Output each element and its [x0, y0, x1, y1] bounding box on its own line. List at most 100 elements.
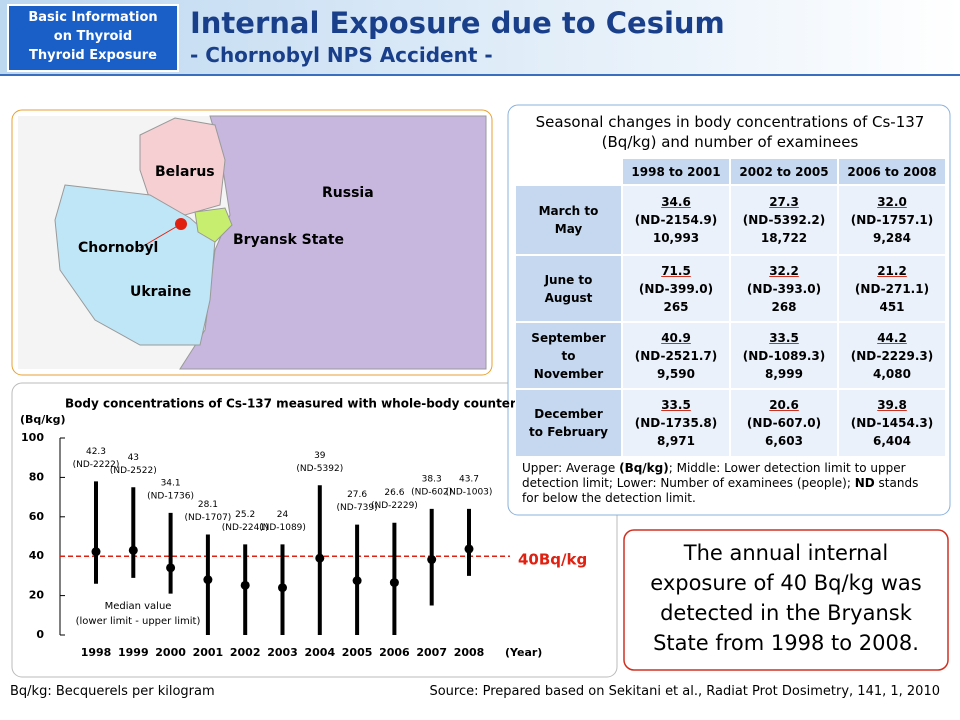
- y-tick-label: 60: [29, 510, 45, 523]
- x-tick-label: 2007: [416, 646, 447, 659]
- range: (ND-1735.8): [634, 416, 718, 430]
- footer-right: Source: Prepared based on Sekitani et al…: [429, 684, 940, 699]
- median-dot: [427, 555, 437, 565]
- range: (ND-2229.3): [850, 348, 934, 363]
- chornobyl-dot: [175, 218, 187, 230]
- map-label: Bryansk State: [233, 232, 344, 248]
- examinees: 6,404: [873, 434, 911, 448]
- range: (ND-2154.9): [634, 213, 718, 227]
- title: Internal Exposure due to Cesium: [190, 6, 725, 40]
- row-header: March to May: [515, 185, 622, 255]
- examinees: 268: [771, 299, 797, 314]
- value-label: 39: [314, 451, 326, 461]
- note-part: (Bq/kg): [619, 461, 669, 475]
- y-tick-label: 100: [21, 431, 44, 444]
- table-cell: 34.6 (ND-2154.9) 10,993: [622, 185, 730, 255]
- table-cell: 20.6 (ND-607.0) 6,603: [730, 389, 838, 457]
- nd-label: (ND-1003): [446, 487, 493, 497]
- value-label: 34.1: [161, 478, 181, 488]
- x-tick-label: 2005: [342, 646, 373, 659]
- range: (ND-1454.3): [850, 416, 934, 430]
- map-label: Ukraine: [130, 284, 191, 300]
- x-tick-label: 1998: [81, 646, 112, 659]
- y-axis-label: (Bq/kg): [20, 413, 66, 426]
- average: 27.3: [769, 195, 799, 209]
- value-label: 43: [128, 453, 139, 463]
- row-header: September to November: [515, 322, 622, 389]
- x-tick-label: 2004: [304, 646, 335, 659]
- table-title: Seasonal changes in body concentrations …: [535, 113, 925, 151]
- median-dot: [128, 545, 138, 555]
- range: (ND-5392.2): [742, 213, 826, 227]
- examinees: 265: [663, 299, 689, 314]
- badge: [7, 4, 179, 72]
- average: 32.0: [877, 195, 907, 209]
- median-dot: [166, 563, 176, 573]
- legend-note: Median value: [105, 601, 172, 612]
- bryansk: [194, 207, 233, 243]
- ukraine: [54, 184, 216, 346]
- x-tick-label: 2000: [155, 646, 186, 659]
- value-label: 25.2: [235, 510, 255, 520]
- table-cell: 39.8 (ND-1454.3) 6,404: [838, 389, 946, 457]
- badge-text: Basic Information on Thyroid Thyroid Exp…: [8, 8, 178, 65]
- median-dot: [91, 547, 101, 557]
- badge-line: on Thyroid: [53, 29, 133, 44]
- examinees: 10,993: [652, 231, 700, 245]
- average: 32.2: [769, 263, 799, 278]
- nd-label: (ND-739): [337, 503, 378, 513]
- map-label: Chornobyl: [78, 240, 158, 256]
- range: (ND-271.1): [854, 281, 930, 296]
- x-tick-label: 2008: [454, 646, 485, 659]
- x-tick-label: 2003: [267, 646, 298, 659]
- nd-label: (ND-602): [411, 487, 452, 497]
- nd-label: (ND-1089): [259, 523, 306, 533]
- median-dot: [352, 576, 362, 586]
- y-tick-label: 80: [29, 470, 45, 483]
- average: 40.9: [661, 330, 691, 345]
- note-part: ND: [854, 476, 875, 490]
- column-header: 2002 to 2005: [730, 158, 838, 185]
- x-tick-label: 1999: [118, 646, 149, 659]
- average: 71.5: [661, 263, 691, 278]
- chart: Body concentrations of Cs-137 measured w…: [20, 397, 587, 660]
- average: 33.5: [661, 398, 691, 412]
- callout-frame: [623, 529, 949, 671]
- value-label: 24: [277, 510, 289, 520]
- map-label: Belarus: [155, 164, 215, 180]
- table-cell: 32.2 (ND-393.0) 268: [730, 255, 838, 322]
- column-header: 2006 to 2008: [838, 158, 946, 185]
- average: 34.6: [661, 195, 691, 209]
- range: (ND-1757.1): [850, 213, 934, 227]
- footer-left: Bq/kg: Becquerels per kilogram: [10, 684, 215, 699]
- nd-label: (ND-1707): [184, 513, 231, 523]
- x-axis-label: (Year): [505, 646, 542, 659]
- chart-title: Body concentrations of Cs-137 measured w…: [65, 397, 523, 411]
- x-tick-label: 2001: [193, 646, 224, 659]
- nd-label: (ND-2222): [73, 460, 120, 470]
- median-dot: [315, 553, 325, 563]
- chart-frame: [11, 382, 618, 678]
- range: (ND-393.0): [746, 281, 822, 296]
- x-tick-label: 2002: [230, 646, 261, 659]
- note-part: stands for below the detection limit.: [522, 476, 919, 505]
- median-dot: [240, 580, 250, 590]
- median-dot: [389, 578, 399, 588]
- range: (ND-399.0): [638, 281, 714, 296]
- value-label: 26.6: [384, 488, 404, 498]
- value-label: 42.3: [86, 447, 106, 457]
- average: 44.2: [877, 330, 907, 345]
- table-cell: 33.5 (ND-1089.3) 8,999: [730, 322, 838, 389]
- y-tick-label: 20: [29, 589, 45, 602]
- examinees: 451: [879, 299, 905, 314]
- median-dot: [464, 544, 474, 554]
- examinees: 4,080: [873, 366, 911, 381]
- examinees: 8,999: [765, 366, 803, 381]
- range: (ND-1089.3): [742, 348, 826, 363]
- value-label: 43.7: [459, 474, 479, 484]
- range: (ND-2521.7): [634, 348, 718, 363]
- table-cell: 40.9 (ND-2521.7) 9,590: [622, 322, 730, 389]
- average: 33.5: [769, 330, 799, 345]
- row-header: December to February: [515, 389, 622, 457]
- column-header: 1998 to 2001: [622, 158, 730, 185]
